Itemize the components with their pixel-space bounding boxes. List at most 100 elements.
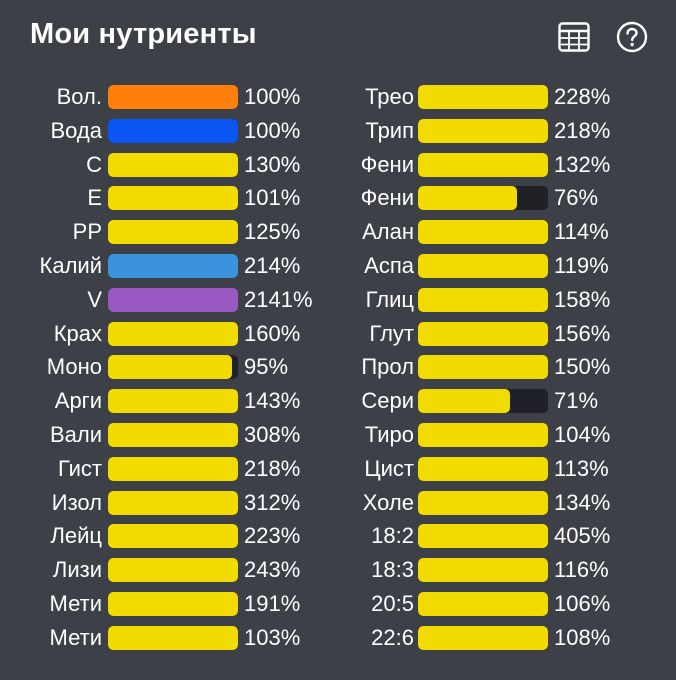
- nutrient-bar: [418, 85, 548, 109]
- nutrient-percent: 130%: [244, 151, 301, 177]
- nutrient-bar-fill: [418, 355, 548, 380]
- nutrient-bar: [418, 287, 548, 312]
- nutrient-row[interactable]: Тиро 104%: [310, 418, 640, 452]
- table-view-button[interactable]: [556, 19, 592, 55]
- nutrient-bar: [108, 625, 238, 650]
- nutrient-row[interactable]: Крах 160%: [0, 317, 330, 351]
- table-icon: [558, 22, 590, 52]
- nutrient-percent: 150%: [554, 354, 611, 380]
- nutrient-label: 18:3: [371, 557, 414, 583]
- nutrient-row[interactable]: Изол 312%: [0, 486, 330, 520]
- nutrient-row[interactable]: V 2141%: [0, 283, 330, 317]
- nutrient-bar-fill: [418, 220, 548, 245]
- nutrient-bar-fill: [418, 591, 548, 616]
- nutrient-bar-fill: [108, 591, 238, 616]
- nutrient-label: Алан: [362, 219, 414, 245]
- nutrient-label: Фени: [360, 185, 414, 211]
- nutrient-percent: 71%: [554, 388, 599, 414]
- nutrient-percent: 113%: [554, 455, 609, 481]
- nutrient-label: Аспа: [364, 252, 414, 278]
- nutrient-percent: 308%: [244, 421, 301, 447]
- nutrient-bar-fill: [418, 490, 548, 515]
- nutrient-row[interactable]: Глут 156%: [310, 317, 640, 351]
- nutrient-row[interactable]: Лизи 243%: [0, 553, 330, 587]
- nutrient-row[interactable]: Трип 218%: [310, 114, 640, 148]
- nutrient-row[interactable]: 18:3 116%: [310, 553, 640, 587]
- nutrient-row[interactable]: Калий 214%: [0, 249, 330, 283]
- nutrient-row[interactable]: Вода 100%: [0, 114, 330, 148]
- nutrient-bar: [418, 422, 548, 447]
- nutrient-row[interactable]: PP 125%: [0, 215, 330, 249]
- nutrient-percent: 243%: [244, 557, 301, 583]
- nutrient-row[interactable]: Прол 150%: [310, 350, 640, 384]
- nutrient-row[interactable]: Мети 191%: [0, 587, 330, 621]
- nutrient-row[interactable]: Вали 308%: [0, 418, 330, 452]
- nutrient-bar-fill: [108, 355, 232, 380]
- nutrient-bar-fill: [418, 85, 548, 109]
- nutrient-row[interactable]: E 101%: [0, 181, 330, 215]
- nutrient-bar: [418, 456, 548, 481]
- nutrient-row[interactable]: С 130%: [0, 148, 330, 182]
- nutrient-percent: 106%: [554, 590, 611, 616]
- nutrient-row[interactable]: Цист 113%: [310, 452, 640, 486]
- nutrient-label: Прол: [361, 354, 414, 380]
- nutrient-label: Мети: [49, 624, 102, 650]
- nutrient-label: Глут: [369, 320, 414, 346]
- nutrient-bar: [108, 186, 238, 211]
- nutrient-row[interactable]: Фени 76%: [310, 181, 640, 215]
- nutrient-row[interactable]: Мети 103%: [0, 621, 330, 655]
- nutrient-percent: 218%: [554, 117, 611, 143]
- nutrient-row[interactable]: Глиц 158%: [310, 283, 640, 317]
- nutrient-label: Калий: [39, 252, 102, 278]
- nutrient-bar-fill: [418, 524, 548, 549]
- nutrient-bar: [108, 118, 238, 143]
- nutrient-bar-fill: [418, 625, 548, 650]
- nutrient-label: Крах: [53, 320, 102, 346]
- nutrient-bar: [418, 389, 548, 414]
- nutrient-bar: [108, 253, 238, 278]
- nutrient-label: Вода: [50, 117, 103, 143]
- nutrient-row[interactable]: Алан 114%: [310, 215, 640, 249]
- nutrient-percent: 156%: [554, 320, 611, 346]
- nutrient-row[interactable]: 22:6 108%: [310, 621, 640, 655]
- nutrient-bar-fill: [418, 422, 548, 447]
- nutrient-percent: 143%: [244, 388, 301, 414]
- nutrient-row[interactable]: Лейц 223%: [0, 519, 330, 553]
- nutrient-row[interactable]: Трео 228%: [310, 80, 640, 114]
- nutrient-row[interactable]: Вол. 100%: [0, 80, 330, 114]
- nutrient-label: Глиц: [365, 286, 414, 312]
- nutrient-label: Гист: [57, 455, 102, 481]
- nutrient-percent: 160%: [244, 320, 301, 346]
- nutrient-label: Лейц: [50, 523, 102, 549]
- nutrient-row[interactable]: 20:5 106%: [310, 587, 640, 621]
- nutrient-percent: 108%: [554, 624, 611, 650]
- nutrient-bar: [108, 152, 238, 177]
- nutrient-row[interactable]: Арги 143%: [0, 384, 330, 418]
- nutrient-label: С: [86, 151, 102, 177]
- nutrient-bar: [418, 591, 548, 616]
- nutrient-bar-fill: [108, 389, 238, 414]
- nutrient-bar: [418, 118, 548, 143]
- nutrient-percent: 104%: [554, 421, 611, 447]
- nutrient-label: Фени: [360, 151, 414, 177]
- nutrient-percent: 95%: [244, 354, 289, 380]
- nutrient-row[interactable]: Аспа 119%: [310, 249, 640, 283]
- nutrient-label: Арги: [54, 388, 102, 414]
- nutrient-label: Моно: [46, 354, 102, 380]
- nutrient-bar: [108, 456, 238, 481]
- nutrient-bar-fill: [108, 253, 238, 278]
- nutrient-row[interactable]: 18:2 405%: [310, 519, 640, 553]
- nutrient-bar: [418, 186, 548, 211]
- nutrient-bar: [418, 490, 548, 515]
- nutrient-bar-fill: [108, 490, 238, 515]
- nutrient-row[interactable]: Гист 218%: [0, 452, 330, 486]
- nutrient-bar-fill: [418, 186, 517, 211]
- nutrient-bar-fill: [108, 524, 238, 549]
- help-button[interactable]: [614, 19, 650, 55]
- nutrient-bar: [418, 152, 548, 177]
- nutrient-row[interactable]: Сери 71%: [310, 384, 640, 418]
- nutrient-row[interactable]: Фени 132%: [310, 148, 640, 182]
- nutrient-label: Лизи: [52, 557, 102, 583]
- nutrient-row[interactable]: Холе 134%: [310, 486, 640, 520]
- nutrient-row[interactable]: Моно 95%: [0, 350, 330, 384]
